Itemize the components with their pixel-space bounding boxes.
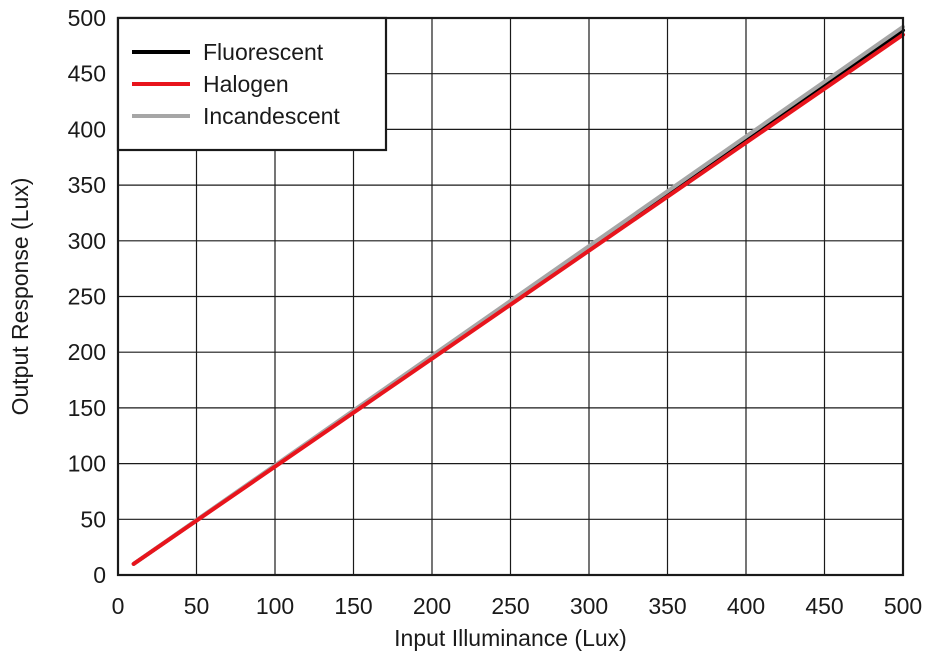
x-axis-title: Input Illuminance (Lux) — [394, 625, 627, 651]
y-tick-label: 400 — [68, 116, 106, 142]
y-tick-label: 500 — [68, 5, 106, 31]
legend-label-halogen: Halogen — [203, 71, 289, 97]
x-tick-label: 250 — [491, 593, 529, 619]
y-axis-title: Output Response (Lux) — [7, 178, 33, 416]
x-tick-label: 500 — [884, 593, 922, 619]
y-tick-label: 0 — [93, 562, 106, 588]
x-tick-label: 450 — [805, 593, 843, 619]
legend-label-incandescent: Incandescent — [203, 103, 340, 129]
x-tick-label: 300 — [570, 593, 608, 619]
y-tick-labels: 0 50 100 150 200 250 300 350 400 450 500 — [68, 5, 106, 588]
x-tick-label: 0 — [112, 593, 125, 619]
x-tick-label: 400 — [727, 593, 765, 619]
legend: Fluorescent Halogen Incandescent — [116, 16, 388, 152]
series-line-halogen — [131, 32, 905, 566]
y-tick-label: 200 — [68, 339, 106, 365]
x-tick-labels: 0 50 100 150 200 250 300 350 400 450 500 — [112, 593, 923, 619]
y-tick-label: 250 — [68, 284, 106, 310]
x-tick-label: 50 — [184, 593, 210, 619]
y-tick-label: 100 — [68, 451, 106, 477]
x-tick-label: 150 — [334, 593, 372, 619]
y-tick-label: 350 — [68, 172, 106, 198]
x-tick-label: 350 — [648, 593, 686, 619]
y-tick-label: 50 — [80, 506, 106, 532]
y-tick-label: 450 — [68, 61, 106, 87]
plot-area-frame — [116, 16, 905, 577]
legend-label-fluorescent: Fluorescent — [203, 39, 324, 65]
y-tick-label: 150 — [68, 395, 106, 421]
y-tick-label: 300 — [68, 228, 106, 254]
x-tick-label: 200 — [413, 593, 451, 619]
x-tick-label: 100 — [256, 593, 294, 619]
series-lines — [131, 24, 905, 566]
